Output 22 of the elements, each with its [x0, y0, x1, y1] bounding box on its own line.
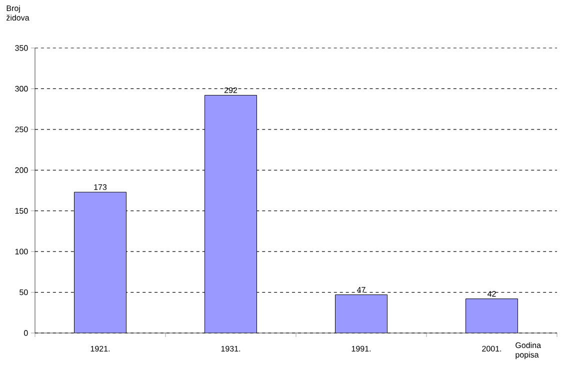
y-tick-label: 100 — [15, 248, 28, 254]
y-axis-title: Broj židova — [6, 5, 30, 21]
bar — [204, 95, 257, 333]
y-tick-label: 50 — [20, 289, 28, 296]
y-tick-label: 250 — [15, 126, 28, 132]
bar — [335, 294, 388, 333]
y-tick-label: 300 — [15, 86, 28, 92]
x-tick-label: 1991. — [352, 346, 371, 352]
data-label: 292 — [224, 87, 238, 94]
x-tick-label: 1921. — [90, 346, 110, 352]
data-label: 173 — [94, 184, 107, 190]
x-tick-label: 2001. — [482, 346, 502, 352]
x-axis-title: Godina popisa — [516, 342, 542, 360]
y-tick-label: 0 — [24, 330, 28, 336]
bar — [466, 298, 518, 333]
y-tick-label: 350 — [15, 45, 28, 51]
y-tick-label: 150 — [15, 208, 28, 214]
data-label: 47 — [356, 287, 366, 293]
bar — [74, 192, 126, 333]
y-tick-label: 200 — [15, 167, 28, 173]
x-tick-label: 1931. — [221, 346, 240, 352]
data-label: 42 — [487, 291, 496, 297]
